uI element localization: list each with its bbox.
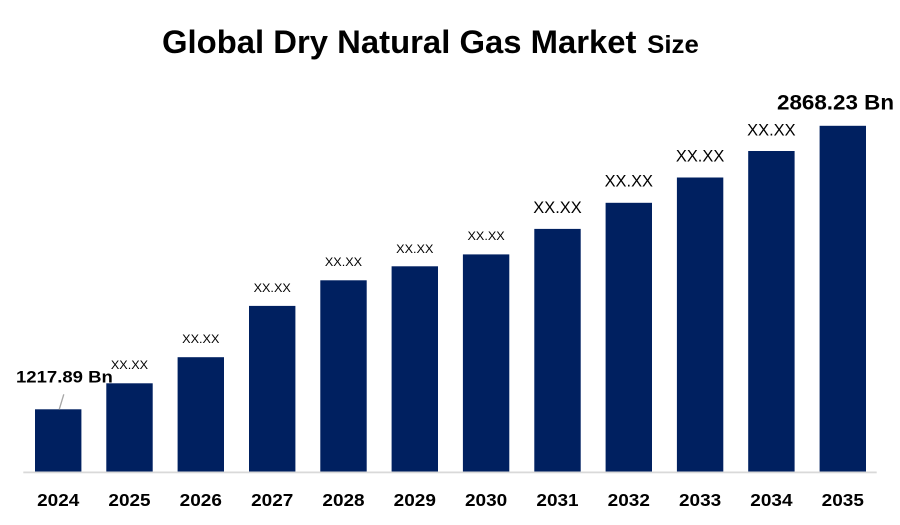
svg-text:XX.XX: XX.XX [396, 242, 433, 256]
svg-text:2024: 2024 [37, 490, 79, 510]
svg-text:2868.23 Bn: 2868.23 Bn [777, 90, 894, 114]
svg-text:Size: Size [647, 31, 699, 59]
svg-text:2027: 2027 [251, 490, 293, 510]
svg-text:XX.XX: XX.XX [676, 148, 725, 166]
svg-text:2025: 2025 [108, 490, 150, 510]
svg-text:2035: 2035 [822, 490, 864, 510]
svg-text:XX.XX: XX.XX [325, 255, 362, 269]
svg-text:2031: 2031 [536, 490, 578, 510]
svg-text:2028: 2028 [322, 490, 364, 510]
svg-text:XX.XX: XX.XX [747, 122, 796, 140]
svg-text:2029: 2029 [394, 490, 436, 510]
svg-text:XX.XX: XX.XX [605, 173, 654, 191]
svg-text:2026: 2026 [180, 490, 222, 510]
svg-text:XX.XX: XX.XX [468, 229, 505, 243]
svg-text:2030: 2030 [465, 490, 507, 510]
svg-text:Global Dry Natural Gas Market: Global Dry Natural Gas Market [162, 24, 637, 60]
svg-text:2034: 2034 [750, 490, 792, 510]
svg-text:2033: 2033 [679, 490, 721, 510]
svg-text:XX.XX: XX.XX [533, 199, 582, 217]
svg-text:XX.XX: XX.XX [111, 358, 148, 372]
svg-text:1217.89 Bn: 1217.89 Bn [16, 367, 113, 386]
svg-text:XX.XX: XX.XX [254, 281, 291, 295]
svg-text:XX.XX: XX.XX [182, 332, 219, 346]
svg-text:2032: 2032 [608, 490, 650, 510]
